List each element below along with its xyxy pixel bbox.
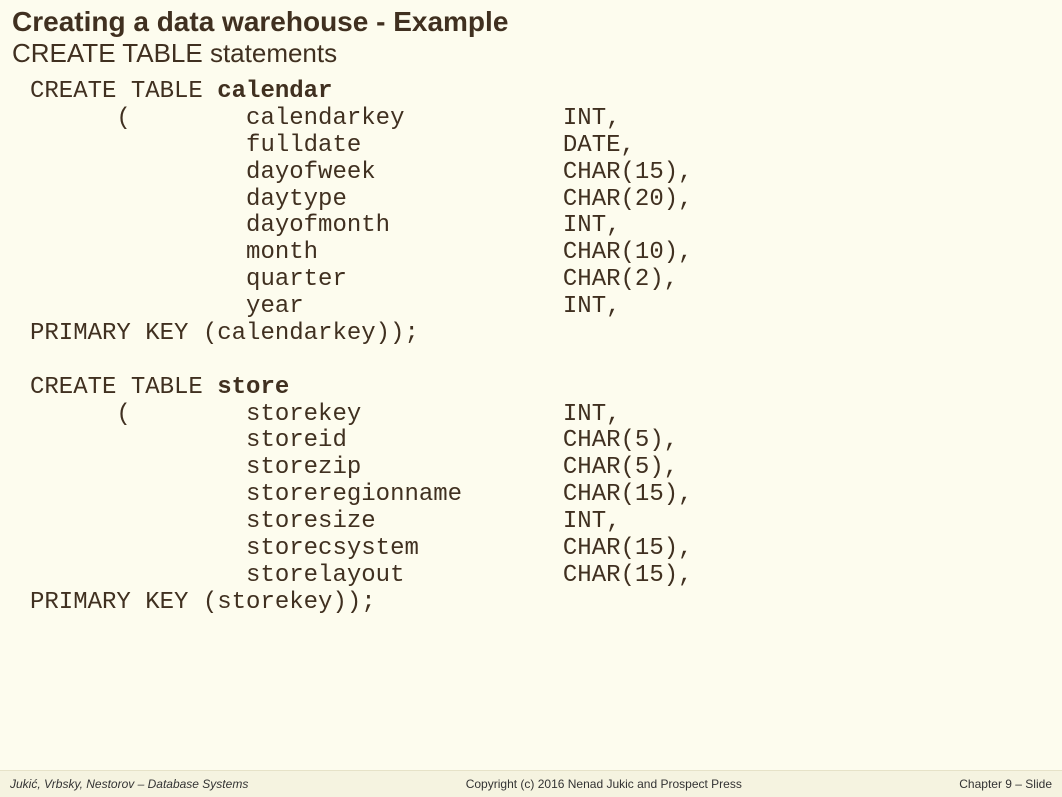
column-type: CHAR(5), [563, 427, 678, 454]
column-type: CHAR(20), [563, 186, 693, 213]
column-name: daytype [246, 186, 563, 213]
column-name: storecsystem [246, 535, 563, 562]
footer-left: Jukić, Vrbsky, Nestorov – Database Syste… [10, 777, 248, 791]
column-name: calendarkey [246, 105, 563, 132]
column-name: storeid [246, 427, 563, 454]
slide-subtitle: CREATE TABLE statements [0, 38, 1062, 79]
column-name: quarter [246, 266, 563, 293]
column-type: CHAR(5), [563, 454, 678, 481]
column-type: CHAR(2), [563, 266, 678, 293]
column-type: CHAR(15), [563, 481, 693, 508]
column-type: INT, [563, 401, 621, 428]
column-type: INT, [563, 105, 621, 132]
footer-center: Copyright (c) 2016 Nenad Jukic and Prosp… [466, 777, 742, 791]
column-type: INT, [563, 293, 621, 320]
column-name: storelayout [246, 562, 563, 589]
slide-title: Creating a data warehouse - Example [0, 0, 1062, 38]
table-name-store: store [217, 374, 289, 401]
code-block: CREATE TABLE calendar ( calendarkey INT,… [0, 79, 1062, 617]
keyword-create-table: CREATE TABLE [30, 374, 217, 401]
column-type: DATE, [563, 132, 635, 159]
column-name: dayofmonth [246, 212, 563, 239]
column-type: INT, [563, 212, 621, 239]
keyword-create-table: CREATE TABLE [30, 78, 217, 105]
column-name: dayofweek [246, 159, 563, 186]
column-type: CHAR(15), [563, 159, 693, 186]
column-type: CHAR(15), [563, 562, 693, 589]
column-name: month [246, 239, 563, 266]
slide-footer: Jukić, Vrbsky, Nestorov – Database Syste… [0, 770, 1062, 797]
primary-key-line: PRIMARY KEY (storekey)); [30, 589, 376, 616]
column-name: fulldate [246, 132, 563, 159]
primary-key-line: PRIMARY KEY (calendarkey)); [30, 320, 419, 347]
column-type: CHAR(10), [563, 239, 693, 266]
column-type: INT, [563, 508, 621, 535]
column-name: storekey [246, 401, 563, 428]
column-name: storeregionname [246, 481, 563, 508]
column-type: CHAR(15), [563, 535, 693, 562]
column-name: year [246, 293, 563, 320]
column-name: storesize [246, 508, 563, 535]
table-name-calendar: calendar [217, 78, 332, 105]
footer-right: Chapter 9 – Slide [959, 777, 1052, 791]
column-name: storezip [246, 454, 563, 481]
